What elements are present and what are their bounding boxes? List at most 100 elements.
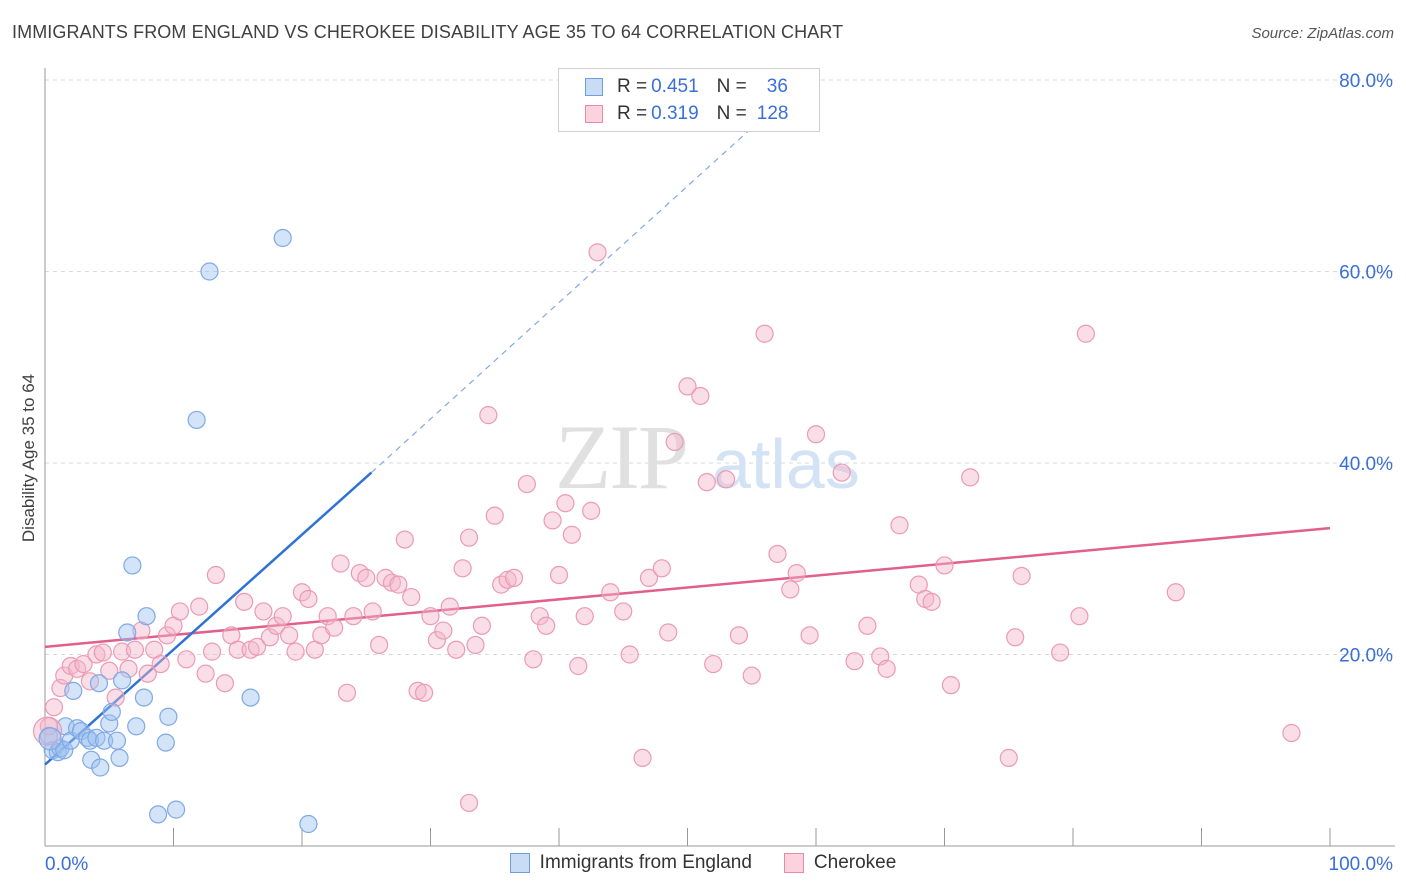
- cherokee-point: [299, 589, 318, 609]
- cherokee-point: [267, 616, 286, 635]
- england-swatch: [585, 78, 603, 96]
- england-point: [187, 410, 206, 430]
- cherokee-point: [151, 654, 170, 674]
- england-point: [64, 681, 83, 700]
- england-point: [107, 731, 127, 750]
- cherokee-point: [408, 681, 427, 700]
- cherokee-point: [247, 637, 267, 656]
- cherokee-point: [639, 568, 659, 588]
- watermark-zip: ZIP: [555, 406, 687, 508]
- cherokee-point: [633, 748, 652, 768]
- cherokee-point: [498, 570, 517, 589]
- cherokee-point: [402, 587, 421, 607]
- cherokee-point: [100, 661, 119, 680]
- legend-item-cherokee[interactable]: Cherokee: [783, 852, 897, 874]
- cherokee-point: [781, 580, 800, 599]
- cherokee-point: [318, 607, 337, 626]
- cherokee-point: [530, 607, 549, 626]
- england-point: [241, 688, 260, 707]
- england-cluster-point: [38, 727, 62, 751]
- cherokee-point: [768, 544, 787, 564]
- cherokee-point: [485, 506, 504, 525]
- england-point: [137, 607, 156, 626]
- england-point: [110, 748, 129, 768]
- cherokee-point: [877, 659, 896, 678]
- cherokee-point: [575, 607, 594, 626]
- cherokee-point: [614, 602, 633, 621]
- england-point: [100, 714, 119, 733]
- r-value: 0.319: [651, 103, 699, 124]
- cherokee-point: [549, 565, 569, 585]
- cherokee-point: [691, 386, 710, 406]
- y-tick-label: 20.0%: [1339, 646, 1393, 667]
- england-point: [200, 262, 219, 281]
- cherokee-point: [504, 568, 524, 588]
- england-point: [118, 623, 137, 642]
- cherokee-point: [466, 635, 485, 655]
- cherokee-point: [620, 645, 639, 664]
- cherokee-point: [363, 602, 382, 621]
- cherokee-point: [1006, 628, 1025, 647]
- cherokee-point: [1076, 324, 1095, 343]
- cherokee-point: [941, 676, 961, 695]
- cherokee-point: [382, 573, 402, 592]
- england-legend-label: Immigrants from England: [539, 852, 752, 873]
- cherokee-point: [44, 698, 64, 717]
- cherokee-point: [447, 640, 466, 659]
- england-legend-swatch: [509, 853, 530, 873]
- cherokee-point: [170, 602, 190, 621]
- cherokee-point: [434, 621, 453, 640]
- cherokee-point: [755, 324, 774, 343]
- cherokee-point: [453, 559, 472, 578]
- cherokee-point: [119, 659, 138, 678]
- cherokee-point: [922, 592, 941, 611]
- cherokee-point: [729, 626, 749, 645]
- cherokee-point: [215, 674, 234, 693]
- cherokee-point: [582, 501, 601, 520]
- y-tick-label: 40.0%: [1339, 454, 1393, 475]
- england-point: [123, 556, 142, 575]
- cherokee-point: [228, 640, 247, 659]
- cherokee-point: [543, 511, 562, 530]
- source-label: Source: ZipAtlas.com: [1251, 25, 1394, 42]
- legend-item-england[interactable]: Immigrants from England: [509, 852, 752, 874]
- cherokee-point: [196, 664, 215, 683]
- grid-lines: [45, 79, 1395, 655]
- cherokee-point: [87, 645, 106, 664]
- correlation-legend: R = 0.451 N = 36 R = 0.319 N = 128: [558, 68, 820, 132]
- cherokee-point: [157, 626, 177, 645]
- y-tick-label: 80.0%: [1339, 71, 1393, 92]
- cherokee-point: [370, 635, 389, 655]
- england-point: [127, 717, 146, 736]
- watermark-atlas: atlas: [712, 425, 860, 503]
- n-label: N =: [716, 103, 747, 124]
- cherokee-point: [344, 607, 363, 626]
- cherokee-point: [459, 528, 479, 547]
- cherokee-point: [601, 583, 620, 602]
- cherokee-point: [292, 583, 312, 602]
- cherokee-point: [459, 793, 479, 813]
- cherokee-point: [125, 640, 145, 659]
- series-legend: Immigrants from England Cherokee: [0, 852, 1406, 874]
- chart-title: IMMIGRANTS FROM ENGLAND VS CHEROKEE DISA…: [12, 22, 844, 42]
- axes: [44, 68, 1395, 847]
- cherokee-point: [357, 568, 376, 588]
- cherokee-point: [1282, 723, 1301, 743]
- cherokee-legend-label: Cherokee: [813, 852, 897, 873]
- cherokee-point: [254, 602, 273, 621]
- cherokee-point: [414, 683, 434, 702]
- cherokee-point: [331, 554, 350, 573]
- england-point: [134, 688, 154, 707]
- england-point: [159, 707, 178, 726]
- cherokee-legend-swatch: [783, 853, 804, 873]
- cherokee-point: [845, 652, 864, 671]
- cherokee-point: [787, 564, 806, 583]
- cherokee-point: [177, 650, 196, 669]
- cherokee-point: [716, 470, 736, 489]
- cherokee-point: [524, 650, 543, 669]
- legend-row-england: R = 0.451 N = 36: [585, 75, 788, 99]
- cherokee-point: [325, 618, 344, 637]
- n-label: N =: [716, 76, 747, 97]
- cherokee-point: [440, 597, 459, 616]
- england-trend-line: [44, 471, 373, 766]
